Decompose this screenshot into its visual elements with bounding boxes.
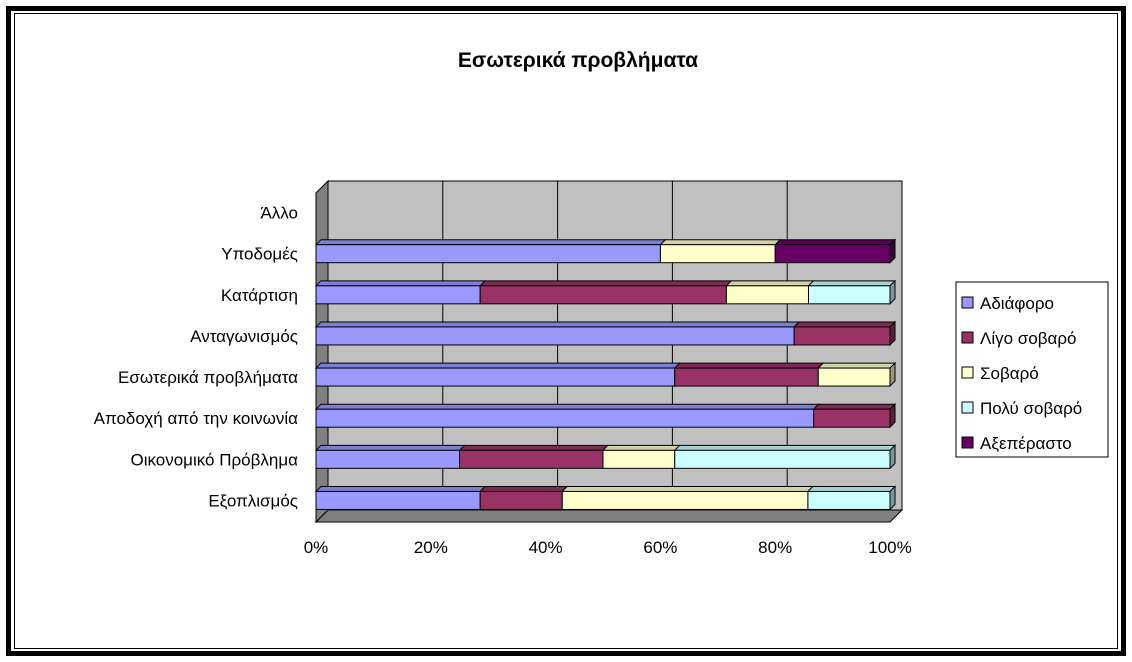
legend-label: Αξεπέραστο xyxy=(980,434,1072,453)
legend-label: Πολύ σοβαρό xyxy=(980,399,1082,418)
bar-segment xyxy=(315,285,481,305)
bar-segment xyxy=(793,326,891,346)
legend-swatch xyxy=(961,331,974,344)
bar-segment-top xyxy=(314,485,487,492)
legend-label: Λίγο σοβαρό xyxy=(980,329,1077,348)
category-label: Ανταγωνισμός xyxy=(190,327,298,346)
bar-segment xyxy=(817,367,891,387)
category-label: Εσωτερικά προβλήματα xyxy=(118,368,298,387)
bar-segment-top xyxy=(314,280,487,287)
bar-segment-side xyxy=(889,402,896,429)
legend-swatch xyxy=(961,366,974,379)
bar-segment xyxy=(315,408,815,428)
bar-segment-top xyxy=(458,444,610,451)
bar-segment-top xyxy=(314,362,681,369)
plot-area: 0% 20% 40% 60% 80% 100% Εξοπλισμός Οικονομικό Π… xyxy=(94,179,912,557)
bar-segment-top xyxy=(314,444,466,451)
bar-segment-top xyxy=(314,321,801,328)
legend-box xyxy=(955,281,1109,458)
bar-segment-top xyxy=(659,239,782,246)
bar-segment xyxy=(315,367,676,387)
bar-segment-top xyxy=(478,280,733,287)
x-tick-label: 100% xyxy=(868,538,911,557)
bar-segment-top xyxy=(601,444,681,451)
bar-segment xyxy=(459,449,604,469)
bar-segment xyxy=(774,244,891,264)
bar-segment-top xyxy=(817,362,897,369)
bar-segment-top xyxy=(725,280,815,287)
bar-segment xyxy=(315,326,795,346)
bar-segment xyxy=(602,449,676,469)
bar-segment-side xyxy=(889,279,896,306)
bar-segment-side xyxy=(889,320,896,347)
chart-title: Εσωτερικά προβλήματα xyxy=(458,49,698,72)
chart-inner-border xyxy=(14,13,1118,649)
bar-segment xyxy=(807,285,891,305)
bar-segment-top xyxy=(807,280,897,287)
category-label: Υποδομές xyxy=(221,245,298,264)
bar-segment xyxy=(813,408,891,428)
bar-segment xyxy=(479,490,563,510)
bar-segment xyxy=(561,490,809,510)
x-tick-label: 40% xyxy=(529,538,563,557)
legend-label: Σοβαρό xyxy=(980,364,1039,383)
legend-label: Αδιάφορο xyxy=(980,294,1054,313)
bar-segment-top xyxy=(673,362,825,369)
category-label: Αποδοχή από την κοινωνία xyxy=(94,409,299,428)
x-tick-label: 60% xyxy=(643,538,677,557)
bar-segment xyxy=(315,449,460,469)
category-label: Άλλο xyxy=(260,204,298,223)
bar-segment xyxy=(807,490,891,510)
legend-swatch xyxy=(961,296,974,309)
bar-segment xyxy=(674,367,819,387)
legend: Αδιάφορο Λίγο σοβαρό Σοβαρό Πολύ σοβαρό Αξεπ… xyxy=(955,281,1109,458)
bar-segment-top xyxy=(673,444,897,451)
legend-swatch xyxy=(961,436,974,449)
bar-segment xyxy=(725,285,809,305)
bar-segment-top xyxy=(773,239,897,246)
bar-segment xyxy=(659,244,776,264)
bar-segment-side xyxy=(889,485,896,511)
bar-segment xyxy=(315,490,481,510)
x-tick-label: 20% xyxy=(414,538,448,557)
bar-segment xyxy=(479,285,727,305)
category-label: Εξοπλισμός xyxy=(208,491,298,510)
bar-segment-top xyxy=(806,485,897,492)
bar-segment-top xyxy=(561,485,815,492)
side-wall xyxy=(315,179,329,524)
bar-segment-top xyxy=(314,239,667,246)
category-label: Οικονομικό Πρόβλημα xyxy=(130,450,298,469)
legend-swatch xyxy=(961,401,974,414)
x-tick-label: 0% xyxy=(304,538,329,557)
bar-segment-side xyxy=(889,238,896,264)
floor-wall xyxy=(314,509,904,523)
bar-segment xyxy=(674,449,891,469)
bar-segment-top xyxy=(478,485,569,492)
bar-segment-top xyxy=(792,321,897,328)
bar-segment-side xyxy=(889,444,896,470)
x-tick-label: 80% xyxy=(758,538,792,557)
category-label: Κατάρτιση xyxy=(221,286,298,305)
bar-segment-top xyxy=(314,403,820,410)
bar-segment-top xyxy=(812,403,897,410)
bar-segment-side xyxy=(889,361,896,388)
bar-segment xyxy=(315,244,661,264)
